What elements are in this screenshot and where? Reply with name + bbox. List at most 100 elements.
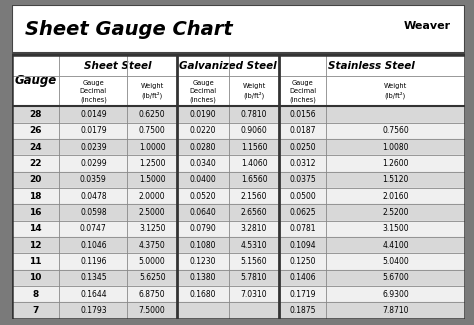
Text: 0.1196: 0.1196	[80, 257, 107, 266]
Bar	[12, 302, 465, 318]
Text: 6.8750: 6.8750	[139, 290, 165, 298]
Text: 26: 26	[29, 126, 42, 135]
Text: 0.0359: 0.0359	[80, 175, 107, 184]
Text: Weaver: Weaver	[404, 21, 451, 31]
Text: 0.0625: 0.0625	[290, 208, 316, 217]
Text: 2.1560: 2.1560	[241, 191, 267, 201]
Bar	[12, 106, 465, 123]
Text: 11: 11	[29, 257, 42, 266]
Bar	[12, 188, 465, 204]
Text: 1.6560: 1.6560	[241, 175, 267, 184]
Text: 0.0179: 0.0179	[80, 126, 107, 135]
Text: 22: 22	[29, 159, 42, 168]
Bar	[12, 5, 465, 54]
Text: 2.5000: 2.5000	[139, 208, 165, 217]
Text: 5.7810: 5.7810	[241, 273, 267, 282]
Text: Sheet Gauge Chart: Sheet Gauge Chart	[26, 20, 233, 39]
Text: 0.0149: 0.0149	[80, 110, 107, 119]
Text: 0.1345: 0.1345	[80, 273, 107, 282]
Text: 0.0190: 0.0190	[190, 110, 217, 119]
Text: 5.0000: 5.0000	[139, 257, 165, 266]
Text: 0.0375: 0.0375	[289, 175, 316, 184]
Text: 0.1406: 0.1406	[290, 273, 316, 282]
Text: 7.0310: 7.0310	[241, 290, 267, 298]
Text: 0.0299: 0.0299	[80, 159, 107, 168]
Text: 8: 8	[33, 290, 39, 298]
Text: 0.1250: 0.1250	[290, 257, 316, 266]
Text: 5.6700: 5.6700	[382, 273, 409, 282]
Text: 4.5310: 4.5310	[241, 240, 267, 250]
Text: 1.2600: 1.2600	[382, 159, 409, 168]
Text: 5.0400: 5.0400	[382, 257, 409, 266]
Text: 1.1560: 1.1560	[241, 142, 267, 151]
Bar	[12, 220, 465, 237]
Bar	[12, 139, 465, 155]
Text: 7: 7	[32, 306, 39, 315]
Text: 10: 10	[29, 273, 42, 282]
Text: 0.0598: 0.0598	[80, 208, 107, 217]
Text: 2.0160: 2.0160	[382, 191, 409, 201]
Text: 0.0500: 0.0500	[289, 191, 316, 201]
Text: 0.1094: 0.1094	[290, 240, 316, 250]
Text: 0.0239: 0.0239	[80, 142, 107, 151]
Text: 0.0747: 0.0747	[80, 224, 107, 233]
Bar	[12, 237, 465, 253]
Text: 1.4060: 1.4060	[241, 159, 267, 168]
Text: 1.5000: 1.5000	[139, 175, 165, 184]
Text: Sheet Steel: Sheet Steel	[84, 61, 152, 71]
Text: 18: 18	[29, 191, 42, 201]
Text: 3.1500: 3.1500	[382, 224, 409, 233]
Text: 0.0312: 0.0312	[290, 159, 316, 168]
Text: 2.5200: 2.5200	[382, 208, 409, 217]
Text: 1.0000: 1.0000	[139, 142, 165, 151]
Text: 7.8710: 7.8710	[382, 306, 409, 315]
Bar	[12, 172, 465, 188]
Text: 5.6250: 5.6250	[139, 273, 165, 282]
Text: 2.6560: 2.6560	[241, 208, 267, 217]
Text: Galvanized Steel: Galvanized Steel	[179, 61, 277, 71]
Text: 0.7560: 0.7560	[382, 126, 409, 135]
Text: Weight
(lb/ft²): Weight (lb/ft²)	[384, 83, 407, 99]
Text: 0.0220: 0.0220	[190, 126, 216, 135]
Text: Weight
(lb/ft²): Weight (lb/ft²)	[242, 83, 265, 99]
Text: 0.0280: 0.0280	[190, 142, 216, 151]
Text: 16: 16	[29, 208, 42, 217]
Text: 0.6250: 0.6250	[139, 110, 165, 119]
Text: 1.5120: 1.5120	[383, 175, 409, 184]
Text: Gauge: Gauge	[15, 74, 57, 87]
Text: Gauge
Decimal
(inches): Gauge Decimal (inches)	[190, 80, 217, 102]
Bar	[12, 76, 465, 106]
Text: 0.1680: 0.1680	[190, 290, 216, 298]
Text: 6.9300: 6.9300	[382, 290, 409, 298]
Text: 24: 24	[29, 142, 42, 151]
Text: Gauge
Decimal
(inches): Gauge Decimal (inches)	[289, 80, 316, 102]
Text: 0.1719: 0.1719	[290, 290, 316, 298]
Text: 7.5000: 7.5000	[139, 306, 165, 315]
Text: 0.1380: 0.1380	[190, 273, 216, 282]
Text: 4.4100: 4.4100	[382, 240, 409, 250]
Bar	[12, 55, 465, 318]
Text: 0.1644: 0.1644	[80, 290, 107, 298]
Bar	[12, 204, 465, 220]
Text: 14: 14	[29, 224, 42, 233]
Text: 0.0250: 0.0250	[290, 142, 316, 151]
Text: 3.2810: 3.2810	[241, 224, 267, 233]
Text: 0.0520: 0.0520	[190, 191, 217, 201]
Bar	[12, 253, 465, 269]
Bar	[12, 155, 465, 172]
Text: Weight
(lb/ft²): Weight (lb/ft²)	[141, 83, 164, 99]
Text: 1.0080: 1.0080	[382, 142, 409, 151]
Text: 0.0187: 0.0187	[290, 126, 316, 135]
Text: 28: 28	[29, 110, 42, 119]
Text: 20: 20	[29, 175, 42, 184]
Text: 0.1230: 0.1230	[190, 257, 216, 266]
Text: 0.0340: 0.0340	[190, 159, 217, 168]
Text: 0.0478: 0.0478	[80, 191, 107, 201]
Bar	[12, 123, 465, 139]
Text: 4.3750: 4.3750	[139, 240, 165, 250]
Text: 0.0400: 0.0400	[190, 175, 217, 184]
Text: 0.1875: 0.1875	[290, 306, 316, 315]
Text: 0.0156: 0.0156	[290, 110, 316, 119]
Text: 0.7500: 0.7500	[139, 126, 165, 135]
Bar	[12, 55, 465, 76]
